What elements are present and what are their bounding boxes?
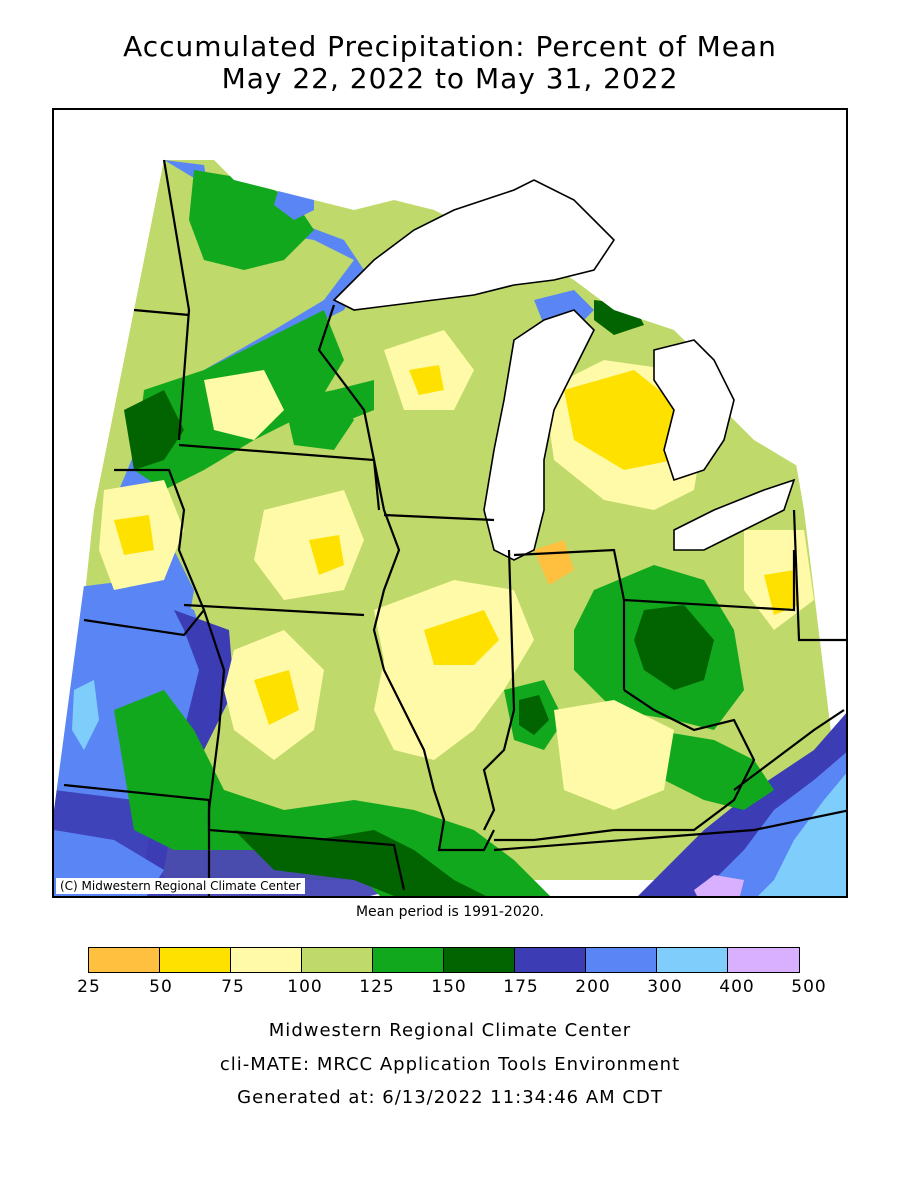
yellow-region-ohio-east [764,570,799,615]
legend-tick-50: 50 [149,977,173,997]
mean-period-note: Mean period is 1991-2020. [355,904,545,920]
light-blue-patch-west [72,680,99,750]
legend-tick-200: 200 [575,977,611,997]
canada-north-area [204,110,846,470]
legend-swatch-100-125 [302,948,373,972]
lake-michigan [484,310,594,560]
legend-tick-150: 150 [431,977,467,997]
legend-swatch-150-175 [444,948,515,972]
legend-swatch-25-50 [89,948,160,972]
footer-tool: cli-MATE: MRCC Application Tools Environ… [219,1054,681,1075]
dark-green-region-ohio [634,605,714,690]
yellow-region-missouri [254,670,299,725]
dark-green-patch-indiana [519,695,549,735]
left-outside-area [54,110,162,810]
color-legend [88,947,800,973]
dark-green-band-south [234,830,486,896]
precipitation-map: (C) Midwestern Regional Climate Center [52,108,848,898]
legend-tick-75: 75 [221,977,245,997]
yellow-region-west [114,515,154,555]
map-canvas [54,110,846,896]
legend-swatch-175-200 [515,948,586,972]
lavender-patch-southeast [694,875,744,896]
footer-generated: Generated at: 6/13/2022 11:34:46 AM CDT [237,1087,663,1108]
legend-swatch-300-400 [657,948,728,972]
legend-tick-300: 300 [647,977,683,997]
legend-swatch-75-100 [231,948,302,972]
lake-erie [674,480,794,550]
green-region-southern-ohio [654,730,774,810]
legend-swatch-200-300 [586,948,657,972]
yellow-region-illinois [424,610,499,665]
legend-tick-100: 100 [287,977,323,997]
yellow-region-michigan [564,370,684,470]
dark-green-band-west [124,390,184,470]
state-borders [63,159,846,896]
legend-swatch-400-500 [728,948,799,972]
yellow-region-iowa [309,535,344,575]
legend-swatch-50-75 [160,948,231,972]
legend-tick-25: 25 [77,977,101,997]
light-blue-region-southeast [758,773,846,896]
legend-swatch-125-150 [373,948,444,972]
map-title-line-1: Accumulated Precipitation: Percent of Me… [123,30,777,63]
yellow-region-wisconsin [409,365,444,395]
legend-tick-500: 500 [791,977,827,997]
map-title-line-2: May 22, 2022 to May 31, 2022 [221,62,679,95]
green-patch-illinois [284,390,354,450]
orange-region-southwest-michigan [534,540,574,585]
legend-tick-175: 175 [503,977,539,997]
lake-huron [654,340,734,480]
coastlines [332,179,796,561]
yellow-light-region-illinois [374,580,534,760]
legend-tick-400: 400 [719,977,755,997]
legend-tick-125: 125 [359,977,395,997]
yellow-light-region-minnesota [204,370,284,440]
map-copyright: (C) Midwestern Regional Climate Center [56,878,305,894]
yellow-light-region-iowa [254,490,364,600]
footer-organization: Midwestern Regional Climate Center [268,1020,632,1041]
yellow-light-region-kentucky [554,700,674,810]
